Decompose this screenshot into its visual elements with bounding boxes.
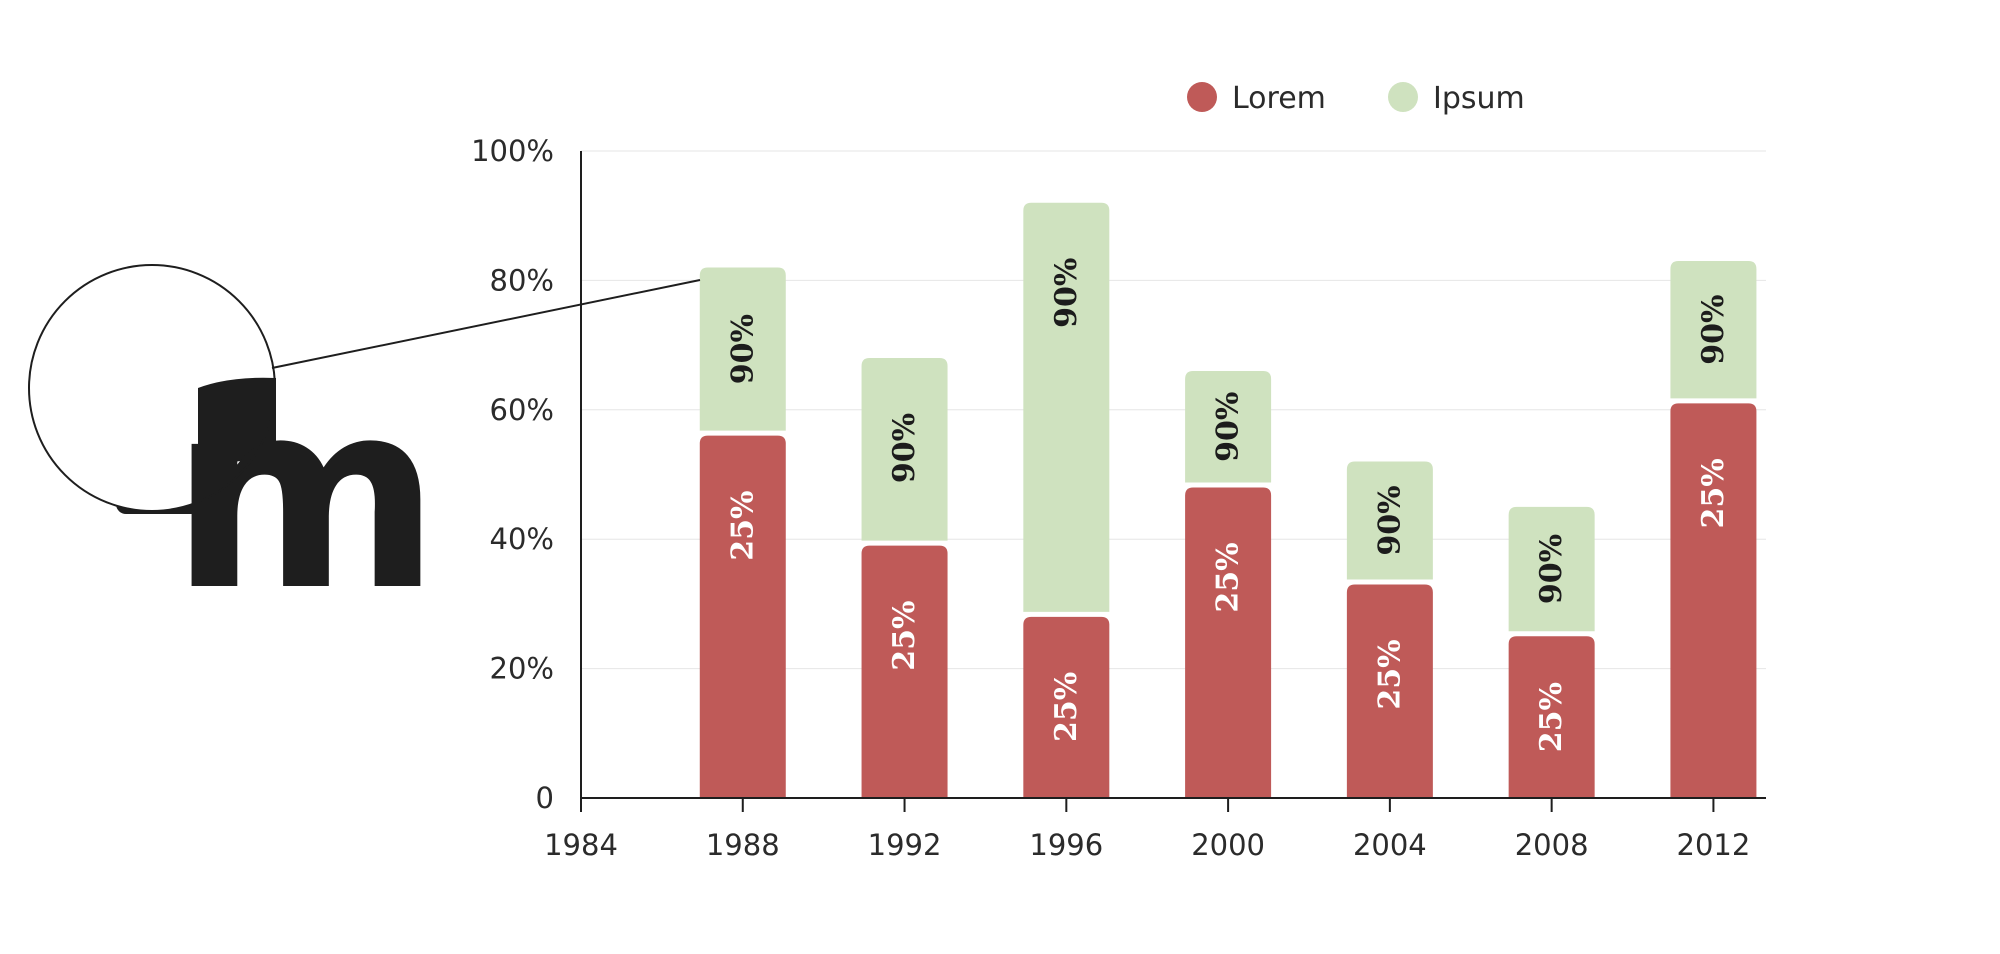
y-tick-label: 20% <box>490 652 554 686</box>
x-tick-label: 2004 <box>1353 828 1427 862</box>
logo-magnifier-wedge <box>198 377 276 463</box>
callout-line <box>271 279 701 369</box>
y-tick-label: 60% <box>490 393 554 427</box>
bar-value-label: 25% <box>887 601 922 671</box>
x-tick-label: 2012 <box>1677 828 1751 862</box>
x-tick-label: 1988 <box>706 828 780 862</box>
bar-lorem <box>1670 403 1757 798</box>
bar-lorem <box>1508 636 1595 798</box>
bar-value-label: 90% <box>725 314 760 384</box>
bar-value-label: 90% <box>1211 392 1246 462</box>
bar-value-label: 25% <box>1372 639 1407 709</box>
legend-swatch <box>1187 82 1217 112</box>
bar-value-label: 90% <box>1372 485 1407 555</box>
legend-swatch <box>1388 82 1418 112</box>
logo-mark: m <box>28 264 701 648</box>
bar-ipsum <box>1023 202 1110 612</box>
x-tick-label: 2008 <box>1515 828 1589 862</box>
x-tick-label: 1984 <box>544 828 618 862</box>
bar-value-label: 90% <box>1696 295 1731 365</box>
legend-label: Lorem <box>1232 81 1326 116</box>
bar-value-label: 90% <box>1049 258 1084 328</box>
x-tick-label: 2000 <box>1191 828 1265 862</box>
legend: Lorem Ipsum <box>1187 81 1525 116</box>
y-tick-label: 40% <box>490 522 554 556</box>
bars: 25% 90% 25% 90% 25% 90% 25% 90% 25% 90% 25% 90% 25% 9… <box>699 202 1757 798</box>
bar-value-label: 25% <box>1696 458 1731 528</box>
bar-ipsum <box>861 358 948 541</box>
bar-value-label: 90% <box>1534 534 1569 604</box>
bar-ipsum <box>1346 461 1433 580</box>
bar-lorem <box>1023 616 1110 798</box>
bar-ipsum <box>699 267 786 431</box>
bar-lorem <box>861 545 948 798</box>
axes: 0 20% 40% 60% 80% 100% 1984 1988 1992 1996 2000 200… <box>471 134 1766 862</box>
logo-magnifier-ring <box>28 264 276 512</box>
bar-ipsum <box>1185 370 1272 483</box>
bar-lorem <box>699 435 786 798</box>
legend-label: Ipsum <box>1433 81 1525 116</box>
bar-value-label: 25% <box>1534 682 1569 752</box>
x-tick-label: 1992 <box>868 828 942 862</box>
y-tick-label: 0 <box>536 781 554 815</box>
bar-lorem <box>1185 487 1272 798</box>
bar-value-label: 90% <box>887 413 922 483</box>
bar-value-label: 25% <box>725 491 760 561</box>
x-tick-label: 1996 <box>1029 828 1103 862</box>
bar-ipsum <box>1508 506 1595 632</box>
y-tick-label: 100% <box>471 134 554 168</box>
bar-lorem <box>1346 584 1433 798</box>
y-tick-label: 80% <box>490 263 554 297</box>
bar-value-label: 25% <box>1211 542 1246 612</box>
bar-ipsum <box>1670 260 1757 399</box>
logo-letter: m <box>170 346 441 648</box>
bar-value-label: 25% <box>1049 672 1084 742</box>
